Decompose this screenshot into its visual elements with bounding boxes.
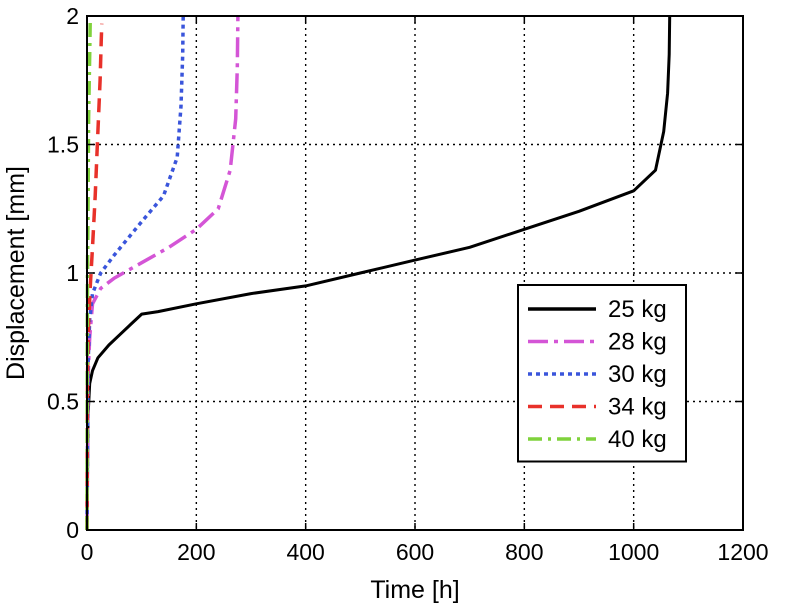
series-line-25-kg	[85, 15, 672, 531]
x-tick-label: 200	[177, 539, 215, 565]
x-tick-label: 800	[505, 539, 543, 565]
y-tick-label: 1.5	[47, 132, 79, 158]
legend: 25 kg 28 kg 30 kg 34 kg 40 kg	[517, 284, 687, 463]
x-tick-label: 0	[81, 539, 94, 565]
legend-label-34-kg: 34 kg	[608, 394, 667, 421]
x-tick-labels: 0 200 400 600 800 1000 1200	[81, 539, 769, 565]
x-tick-label: 1200	[717, 539, 768, 565]
x-tick-label: 400	[286, 539, 324, 565]
x-tick-label: 600	[396, 539, 434, 565]
x-tick-label: 1000	[608, 539, 659, 565]
y-tick-label: 0	[66, 517, 79, 543]
series-layer	[85, 15, 672, 531]
y-tick-label: 0.5	[47, 389, 79, 415]
legend-label-28-kg: 28 kg	[608, 329, 667, 356]
y-tick-label: 2	[66, 3, 79, 29]
x-axis-title: Time [h]	[370, 576, 459, 604]
y-tick-labels: 0 0.5 1 1.5 2	[47, 3, 79, 543]
y-axis-title: Displacement [mm]	[2, 166, 30, 380]
y-tick-label: 1	[66, 260, 79, 286]
legend-label-40-kg: 40 kg	[608, 426, 667, 453]
series-line-28-kg	[85, 15, 240, 531]
legend-label-30-kg: 30 kg	[608, 361, 667, 388]
legend-label-25-kg: 25 kg	[608, 296, 667, 323]
axis-ticks	[86, 15, 744, 531]
